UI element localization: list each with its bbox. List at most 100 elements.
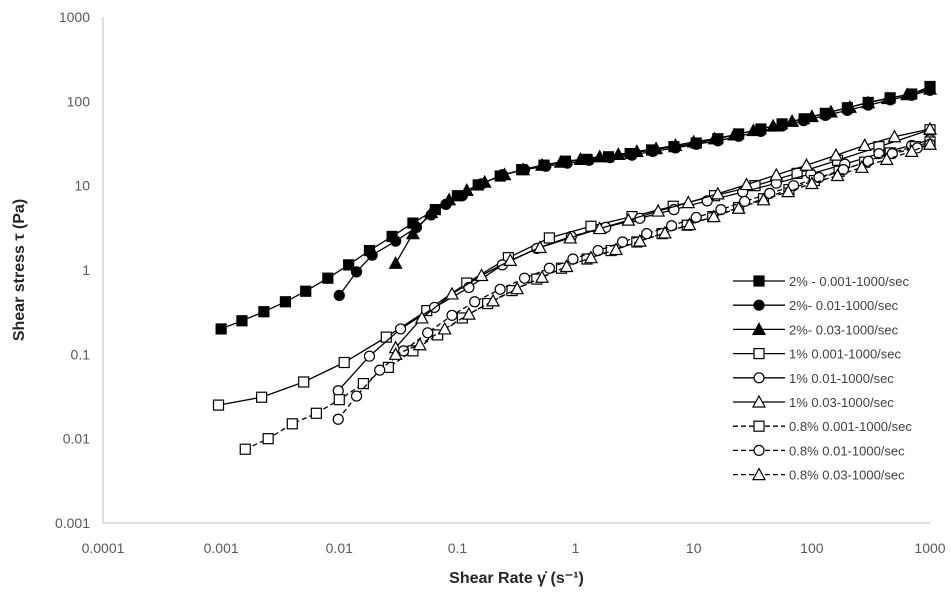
legend-item: 1% 0.01-1000/sec [733, 371, 894, 386]
data-point [657, 225, 672, 239]
data-point [559, 259, 574, 273]
data-point [461, 306, 476, 320]
series-line [218, 129, 931, 406]
data-point [445, 286, 460, 300]
x-axis-title: Shear Rate γ̇ (s⁻¹) [449, 570, 584, 587]
data-point [616, 236, 629, 248]
data-point [405, 226, 420, 240]
data-point [830, 168, 845, 182]
data-point [766, 118, 781, 132]
data-point [837, 164, 850, 176]
data-point [437, 321, 452, 335]
data-point [666, 220, 678, 232]
x-tick-label: 100 [800, 540, 824, 556]
data-point [632, 233, 647, 247]
legend-label: 1% 0.001-1000/sec [789, 347, 902, 362]
legend: 2% - 0.001-1000/sec 2%- 0.01-1000/sec 2%- … [733, 274, 912, 483]
data-point [922, 136, 938, 150]
data-point [710, 186, 725, 200]
data-point [739, 177, 754, 191]
x-tick-label: 1 [572, 540, 580, 556]
data-point [641, 228, 653, 240]
data-point [668, 138, 683, 152]
data-point [477, 174, 492, 188]
data-point [446, 309, 458, 321]
data-point [532, 240, 548, 254]
legend-item: 0.8% 0.03-1000/sec [733, 467, 905, 483]
data-point [583, 250, 598, 264]
legend-label: 2%- 0.01-1000/sec [789, 298, 899, 313]
data-point [459, 183, 474, 196]
x-tick-label: 0.01 [326, 540, 353, 556]
series-6 [388, 121, 938, 354]
data-point [239, 443, 251, 455]
data-point [857, 138, 872, 152]
data-point [592, 244, 604, 257]
data-point [769, 167, 784, 181]
x-tick-label: 1000 [914, 540, 945, 556]
y-axis-title: Shear stress τ (Pa) [11, 199, 28, 341]
data-point [388, 256, 403, 269]
legend-marker [753, 444, 765, 456]
data-point [813, 171, 825, 184]
data-point [236, 315, 248, 327]
data-point [592, 149, 607, 163]
data-point [715, 204, 727, 216]
data-point [535, 270, 550, 283]
y-tick-label: 0.001 [55, 515, 90, 531]
data-point [543, 262, 555, 274]
legend-marker [751, 467, 767, 481]
data-point [494, 283, 506, 295]
data-point [485, 293, 501, 307]
data-point [469, 296, 481, 308]
data-point [279, 296, 292, 308]
data-point [553, 154, 568, 168]
legend-item: 2% - 0.001-1000/sec [733, 274, 909, 289]
data-point [310, 407, 322, 419]
data-point [879, 152, 894, 165]
data-point [862, 155, 874, 167]
data-point [900, 87, 915, 101]
x-tick-label: 0.001 [204, 540, 239, 556]
legend-marker [753, 420, 765, 432]
series-4 [212, 124, 936, 411]
legend-marker [751, 394, 767, 408]
data-point [350, 266, 363, 278]
data-point [212, 399, 225, 411]
data-point [363, 350, 376, 362]
data-point [567, 253, 579, 265]
legend-item: 2%- 0.03-1000/sec [733, 322, 899, 337]
series-line [220, 85, 931, 330]
data-point [332, 413, 344, 425]
data-point [298, 376, 310, 388]
series-9 [388, 136, 938, 360]
series-2 [333, 84, 936, 301]
axes [102, 17, 930, 524]
data-point [255, 391, 268, 403]
data-point [861, 95, 876, 109]
data-point [690, 211, 702, 224]
data-point [854, 160, 869, 173]
data-point [350, 390, 363, 402]
data-point [922, 81, 938, 95]
data-point [706, 209, 721, 223]
x-tick-label: 0.0001 [82, 540, 125, 556]
legend-label: 2% - 0.001-1000/sec [789, 274, 909, 289]
y-tick-label: 100 [67, 93, 91, 109]
legend-label: 2%- 0.03-1000/sec [789, 322, 899, 337]
data-point [785, 114, 800, 127]
legend-label: 1% 0.03-1000/sec [789, 395, 894, 410]
legend-label: 0.8% 0.03-1000/sec [789, 468, 905, 483]
legend-marker [751, 322, 767, 335]
data-point [823, 104, 838, 118]
y-tick-label: 1000 [59, 9, 90, 25]
data-point [563, 230, 578, 244]
data-point [682, 217, 697, 231]
legend-marker [753, 299, 765, 311]
data-point [573, 152, 588, 165]
legend-marker [753, 372, 765, 384]
data-point [887, 129, 902, 143]
data-point [258, 306, 270, 318]
x-tick-label: 10 [686, 540, 702, 556]
